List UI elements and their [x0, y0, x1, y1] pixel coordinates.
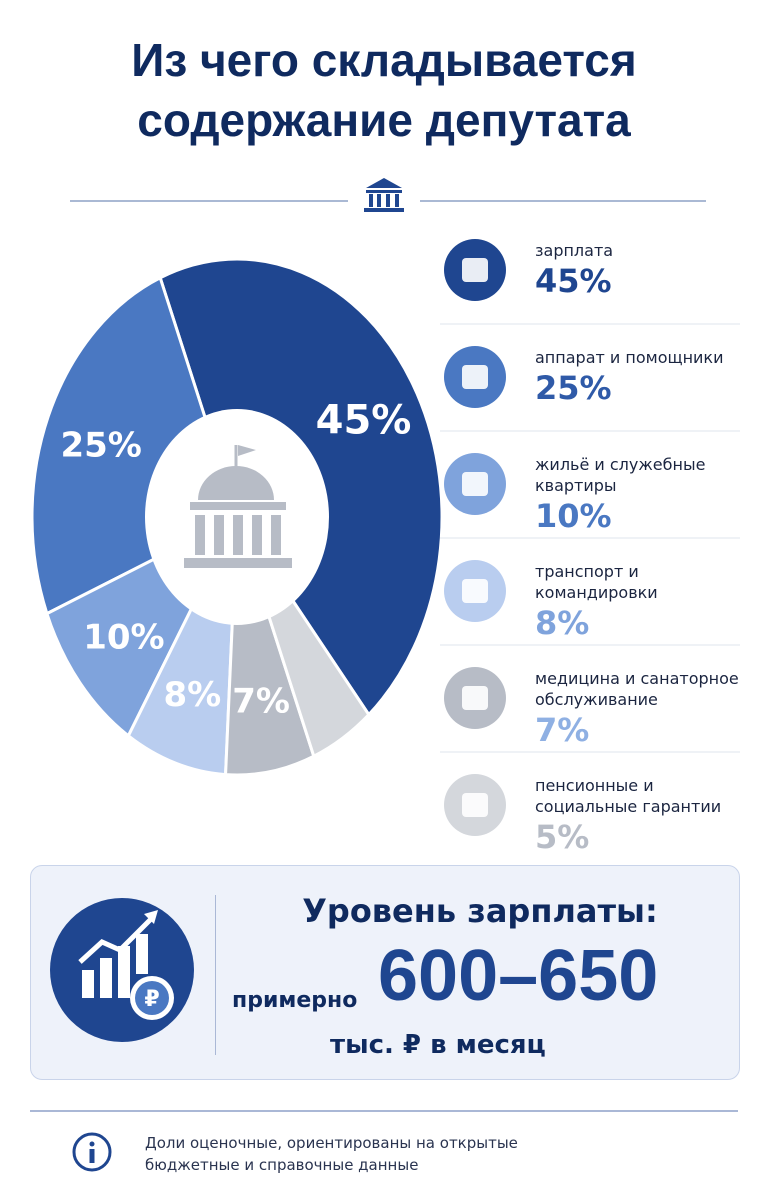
salary-icon: ₽: [50, 898, 194, 1042]
salary-heading: Уровень зарплаты:: [302, 892, 658, 930]
divider-icon: [364, 178, 404, 212]
slice-label: 45%: [316, 397, 412, 443]
legend-value: 10%: [535, 497, 612, 535]
legend-label: пенсионные и социальные гарантии: [535, 776, 722, 816]
legend-value: 45%: [535, 262, 612, 300]
legend-value: 7%: [535, 711, 590, 749]
legend-icon-glyph: [462, 579, 488, 603]
slice-label: 10%: [83, 617, 164, 657]
svg-text:₽: ₽: [144, 987, 159, 1012]
salary-prefix: примерно: [232, 988, 358, 1013]
legend-label: транспорт и командировки: [535, 562, 658, 602]
info-icon: [72, 1132, 112, 1172]
slice-label: 25%: [60, 425, 141, 465]
slice-label: 8%: [164, 675, 222, 715]
legend-value: 5%: [535, 818, 590, 856]
legend-icon-glyph: [462, 472, 488, 496]
legend-value: 25%: [535, 369, 612, 407]
legend-label: зарплата: [535, 241, 614, 260]
center-icon: [184, 445, 292, 568]
legend-icon-glyph: [462, 793, 488, 817]
legend-icon-glyph: [462, 365, 488, 389]
title: Из чего складывается содержание депутата: [131, 34, 637, 146]
footnote: Доли оценочные, ориентированы на открыты…: [145, 1134, 518, 1174]
chart: 45%25%10%8% 7%: [30, 178, 740, 836]
salary-unit: тыс. ₽ в месяц: [330, 1030, 546, 1060]
legend-label: медицина и санаторное обслуживание: [535, 669, 739, 709]
legend-icon-glyph: [462, 258, 488, 282]
legend-value: 8%: [535, 604, 590, 642]
slice-label: 7%: [232, 681, 290, 721]
legend-label: жильё и служебные квартиры: [535, 455, 706, 495]
salary-amount: 600–650: [378, 936, 659, 1016]
legend-label: аппарат и помощники: [535, 348, 724, 367]
legend-icon-glyph: [462, 686, 488, 710]
